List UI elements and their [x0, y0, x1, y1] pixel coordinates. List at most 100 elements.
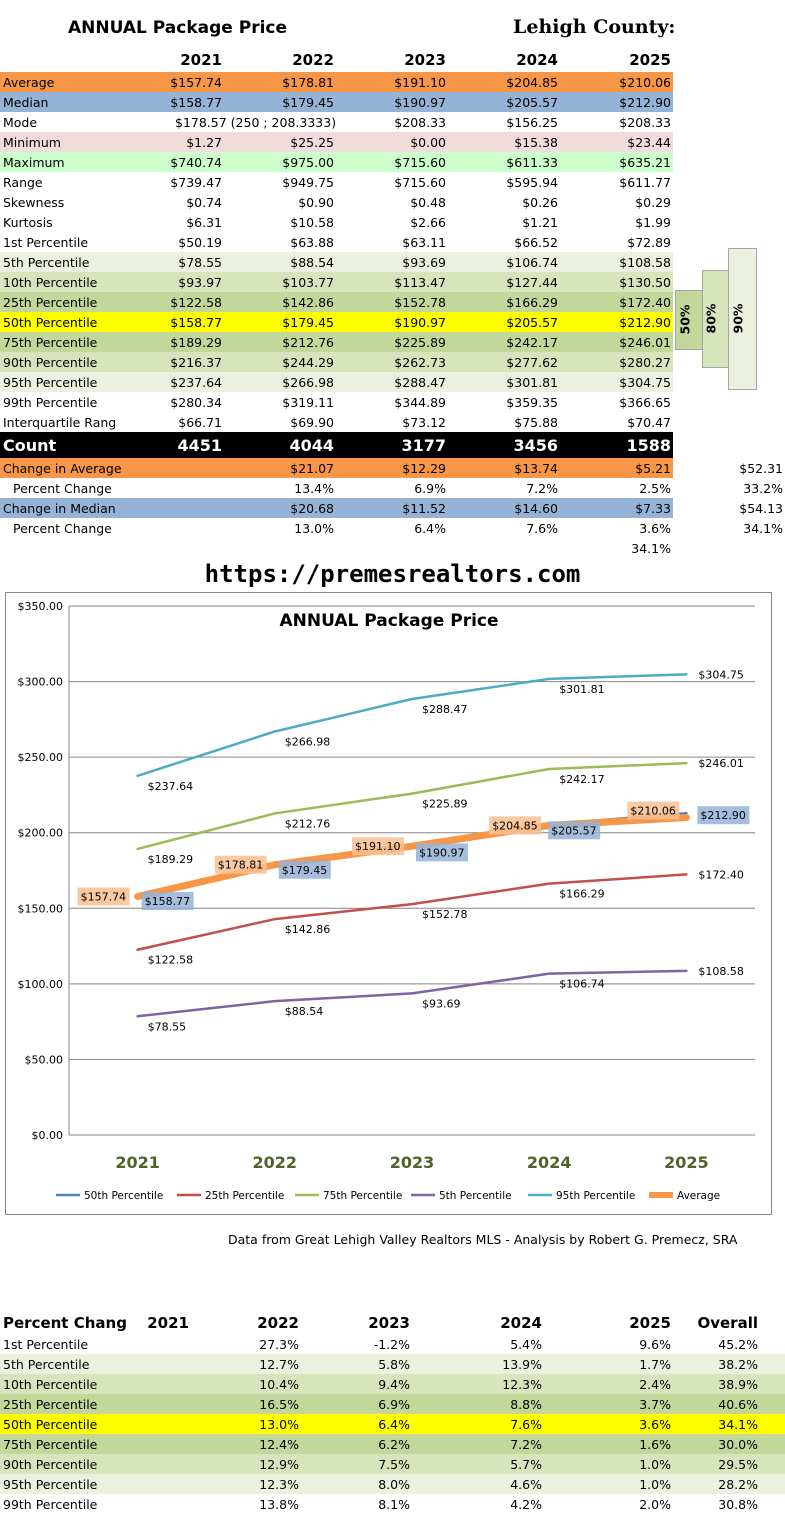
y-tick-label: $350.00: [18, 600, 64, 613]
pct-row: 99th Percentile 13.8% 8.1% 4.2% 2.0% 30.8%: [0, 1494, 785, 1514]
count-label: Count: [3, 436, 57, 455]
cell-value: $319.11: [282, 395, 334, 410]
series-line-95th-percentile: [136, 673, 688, 778]
data-label-bg: [416, 843, 468, 862]
change-row: Change in Average $21.07 $12.29 $13.74 $5.21…: [0, 458, 783, 478]
cell-value: $344.89: [394, 395, 446, 410]
cell-value: $15.38: [514, 135, 558, 150]
website-url[interactable]: https://premesrealtors.com: [204, 560, 581, 588]
y-tick-label: $250.00: [18, 751, 64, 764]
cell-value: 40.6%: [718, 1397, 758, 1412]
row-label: 50th Percentile: [3, 1417, 98, 1432]
cell-value: $152.78: [394, 295, 446, 310]
stats-row: Median $158.77 $179.45 $190.97 $205.57 $212.9…: [0, 92, 673, 112]
stats-row: 1st Percentile $50.19 $63.88 $63.11 $66.52 $7…: [0, 232, 673, 252]
row-label: 10th Percentile: [3, 1377, 98, 1392]
cell-value: $739.47: [170, 175, 222, 190]
count-value: 4451: [177, 436, 222, 455]
cell-value: 12.3%: [259, 1477, 299, 1492]
cell-value: $10.58: [290, 215, 334, 230]
x-tick-label: 2023: [390, 1153, 435, 1172]
legend-label: 50th Percentile: [84, 1190, 163, 1202]
cell-value: 9.4%: [378, 1377, 410, 1392]
row-label: Percent Change: [13, 521, 112, 536]
cell-value: 6.9%: [378, 1397, 410, 1412]
cell-value: $204.85: [506, 75, 558, 90]
data-label: $288.47: [422, 703, 468, 716]
cell-value: $0.29: [635, 195, 671, 210]
cell-value: $103.77: [282, 275, 334, 290]
legend-label: Average: [677, 1190, 720, 1202]
pct-header-row: Percent Chang 2021 2022 2023 2024 2025 O…: [0, 1312, 785, 1334]
cell-value: $301.81: [506, 375, 558, 390]
data-label: $225.89: [422, 798, 468, 811]
stats-row: Minimum $1.27 $25.25 $0.00 $15.38 $23.44: [0, 132, 673, 152]
cell-value: $25.25: [290, 135, 334, 150]
cell-value: $212.90: [619, 315, 671, 330]
cell-value: 8.8%: [510, 1397, 542, 1412]
cell-value: 7.2%: [526, 481, 558, 496]
cell-value: $242.17: [506, 335, 558, 350]
stats-header-row: 2021 2022 2023 2024 2025: [0, 48, 673, 72]
cell-value: $212.90: [619, 95, 671, 110]
cell-value: 7.6%: [510, 1417, 542, 1432]
cell-value: $142.86: [282, 295, 334, 310]
pct-header-year: 2024: [500, 1314, 542, 1332]
chart-canvas: $0.00 $50.00 $100.00 $150.00 $200.00 $250.00 $…: [18, 600, 755, 1202]
pct-row: 10th Percentile 10.4% 9.4% 12.3% 2.4% 38.9%: [0, 1374, 785, 1394]
year-header: 2021: [180, 51, 222, 69]
cell-value: $23.44: [627, 135, 671, 150]
stats-row: Mode $178.57 (250 ; 208.3333) $208.33 $156.…: [0, 112, 673, 132]
data-label: $178.81: [218, 859, 263, 872]
x-tick-label: 2024: [527, 1153, 572, 1172]
cell-value: 6.9%: [414, 481, 446, 496]
data-label: $189.29: [148, 853, 194, 866]
cell-value: 12.4%: [259, 1437, 299, 1452]
cell-value: 6.4%: [414, 521, 446, 536]
row-label: Change in Median: [3, 501, 116, 516]
pct-row: 50th Percentile 13.0% 6.4% 7.6% 3.6% 34.1%: [0, 1414, 785, 1434]
cell-value: $69.90: [290, 415, 334, 430]
cell-value: $277.62: [506, 355, 558, 370]
pct-header-year: 2022: [257, 1314, 299, 1332]
cell-value: 2.5%: [639, 481, 671, 496]
data-label: $172.40: [698, 868, 744, 881]
cell-value: $304.75: [619, 375, 671, 390]
y-tick-label: $50.00: [25, 1053, 64, 1066]
cell-value: 1.6%: [639, 1437, 671, 1452]
cell-value: $78.55: [178, 255, 222, 270]
cell-value: 2.0%: [639, 1497, 671, 1512]
row-label: 5th Percentile: [3, 255, 90, 270]
data-label: $205.57: [551, 824, 597, 837]
row-label: Median: [3, 95, 49, 110]
percentile-box-90: 90%: [728, 248, 757, 390]
series-line-5th-percentile: [136, 969, 688, 1018]
cell-value: 6.2%: [378, 1437, 410, 1452]
data-label: $204.85: [492, 819, 538, 832]
data-label-bg: [214, 855, 267, 874]
pct-header-year: 2025: [629, 1314, 671, 1332]
cell-value: $208.33: [619, 115, 671, 130]
cell-value: 3.6%: [639, 521, 671, 536]
cell-value: $262.73: [394, 355, 446, 370]
cell-value: 7.2%: [510, 1437, 542, 1452]
cell-value: $237.64: [170, 375, 222, 390]
cell-value: $88.54: [290, 255, 334, 270]
cell-value: 7.6%: [526, 521, 558, 536]
cell-value: 1.7%: [639, 1357, 671, 1372]
cell-value: $1.99: [635, 215, 671, 230]
cell-value: $179.45: [282, 315, 334, 330]
data-label: $242.17: [559, 773, 605, 786]
cell-value: $166.29: [506, 295, 558, 310]
cell-value: $66.52: [514, 235, 558, 250]
x-tick-label: 2022: [253, 1153, 298, 1172]
count-value: 4044: [289, 436, 334, 455]
chart-title: ANNUAL Package Price: [279, 611, 498, 631]
cell-total: $54.13: [739, 501, 783, 516]
cell-value: $108.58: [619, 255, 671, 270]
stats-row: 5th Percentile $78.55 $88.54 $93.69 $106.74 $…: [0, 252, 673, 272]
cell-value: 2.4%: [639, 1377, 671, 1392]
cell-value: 4.2%: [510, 1497, 542, 1512]
cell-value: $178.57 (250 ; 208.3333): [175, 115, 337, 130]
cell-value: 34.1%: [631, 541, 671, 556]
